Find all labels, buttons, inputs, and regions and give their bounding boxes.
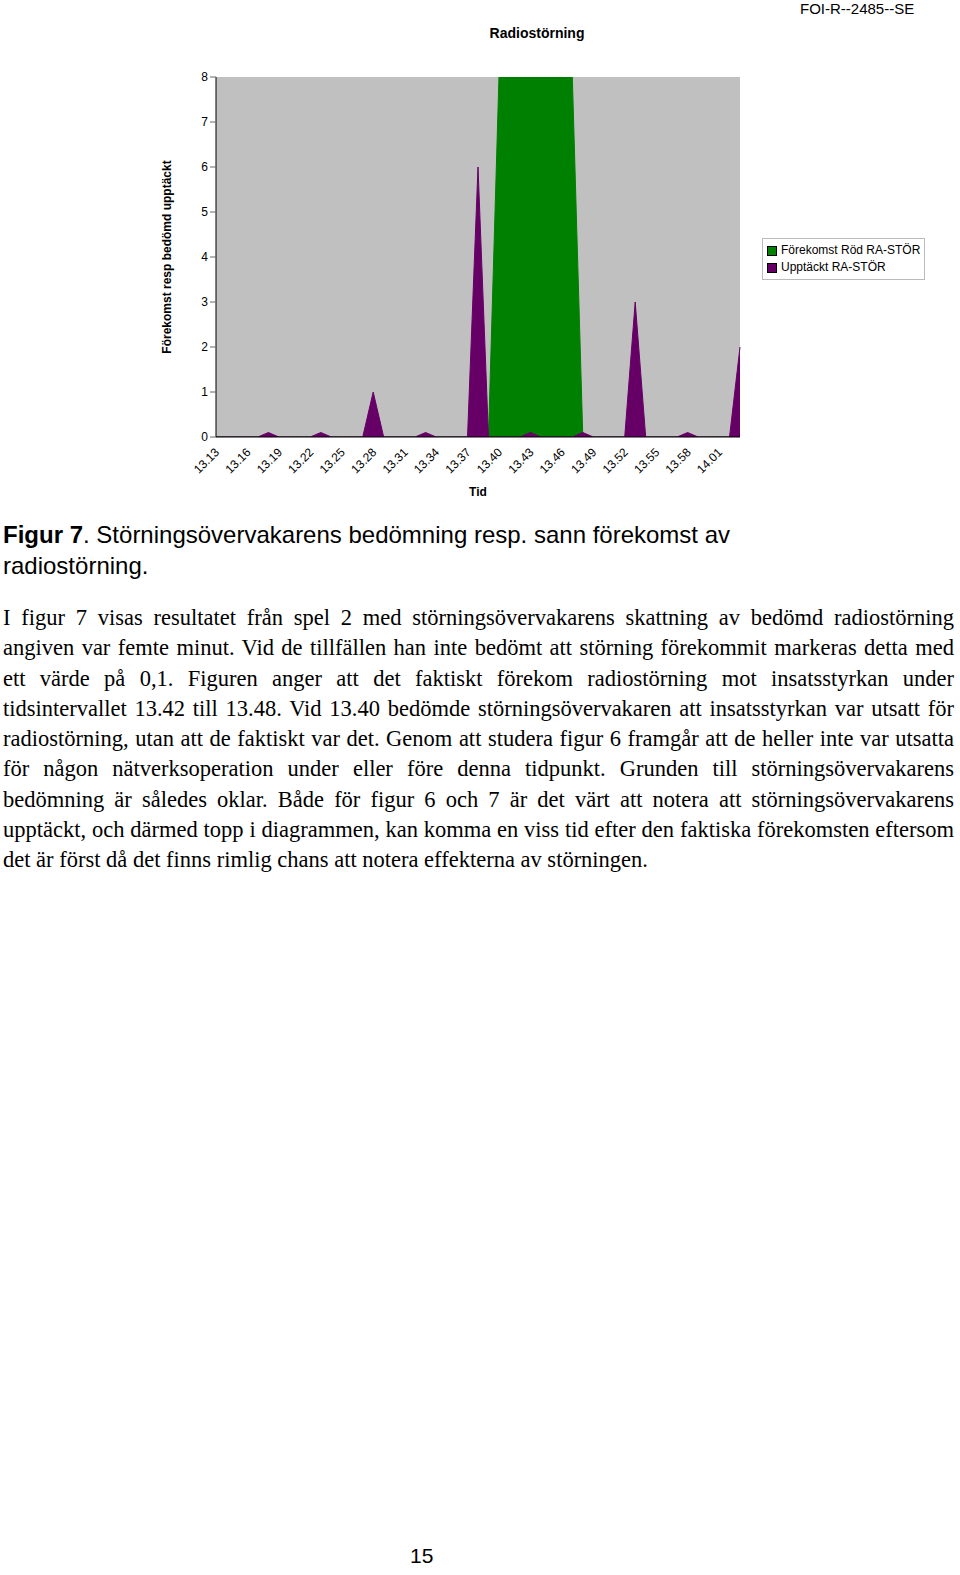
svg-text:1: 1 bbox=[201, 385, 208, 399]
svg-text:13.58: 13.58 bbox=[663, 445, 694, 476]
svg-text:0: 0 bbox=[201, 430, 208, 444]
html-text:Figur 7. Störningsövervakarens: Figur 7. Störningsövervakarens bedömning… bbox=[3, 521, 730, 579]
svg-text:13.25: 13.25 bbox=[317, 445, 348, 476]
html-text:Tid: Tid bbox=[469, 485, 487, 499]
svg-text:13.34: 13.34 bbox=[411, 445, 442, 476]
svg-text:13.31: 13.31 bbox=[380, 445, 411, 476]
svg-text:7: 7 bbox=[201, 115, 208, 129]
svg-text:13.16: 13.16 bbox=[222, 445, 253, 476]
html-text:Upptäckt RA-STÖR: Upptäckt RA-STÖR bbox=[781, 260, 886, 274]
html-text:FOI-R--2485--SE: FOI-R--2485--SE bbox=[800, 0, 915, 17]
svg-text:13.22: 13.22 bbox=[285, 445, 316, 476]
svg-text:13.49: 13.49 bbox=[568, 445, 599, 476]
html-text:15: 15 bbox=[410, 1544, 434, 1567]
svg-text:13.13: 13.13 bbox=[191, 445, 222, 476]
html-text:Radiostörning: Radiostörning bbox=[489, 25, 585, 41]
html-text:Förekomst resp bedömd upptäckt: Förekomst resp bedömd upptäckt bbox=[160, 160, 174, 354]
svg-text:5: 5 bbox=[201, 205, 208, 219]
svg-text:13.55: 13.55 bbox=[631, 445, 662, 476]
svg-text:8: 8 bbox=[201, 70, 208, 84]
html-text:Förekomst Röd RA-STÖR: Förekomst Röd RA-STÖR bbox=[781, 243, 921, 257]
svg-text:13.43: 13.43 bbox=[505, 445, 536, 476]
svg-text:13.19: 13.19 bbox=[254, 445, 285, 476]
html-text:I figur 7 visas resultatet frå: I figur 7 visas resultatet från spel 2 m… bbox=[3, 605, 954, 873]
svg-text:13.40: 13.40 bbox=[474, 445, 505, 476]
svg-text:6: 6 bbox=[201, 160, 208, 174]
svg-text:13.37: 13.37 bbox=[443, 445, 474, 476]
svg-text:4: 4 bbox=[201, 250, 208, 264]
svg-text:3: 3 bbox=[201, 295, 208, 309]
svg-text:13.52: 13.52 bbox=[600, 445, 631, 476]
svg-text:13.28: 13.28 bbox=[348, 445, 379, 476]
svg-text:14.01: 14.01 bbox=[694, 445, 725, 476]
svg-text:13.46: 13.46 bbox=[537, 445, 568, 476]
svg-text:2: 2 bbox=[201, 340, 208, 354]
